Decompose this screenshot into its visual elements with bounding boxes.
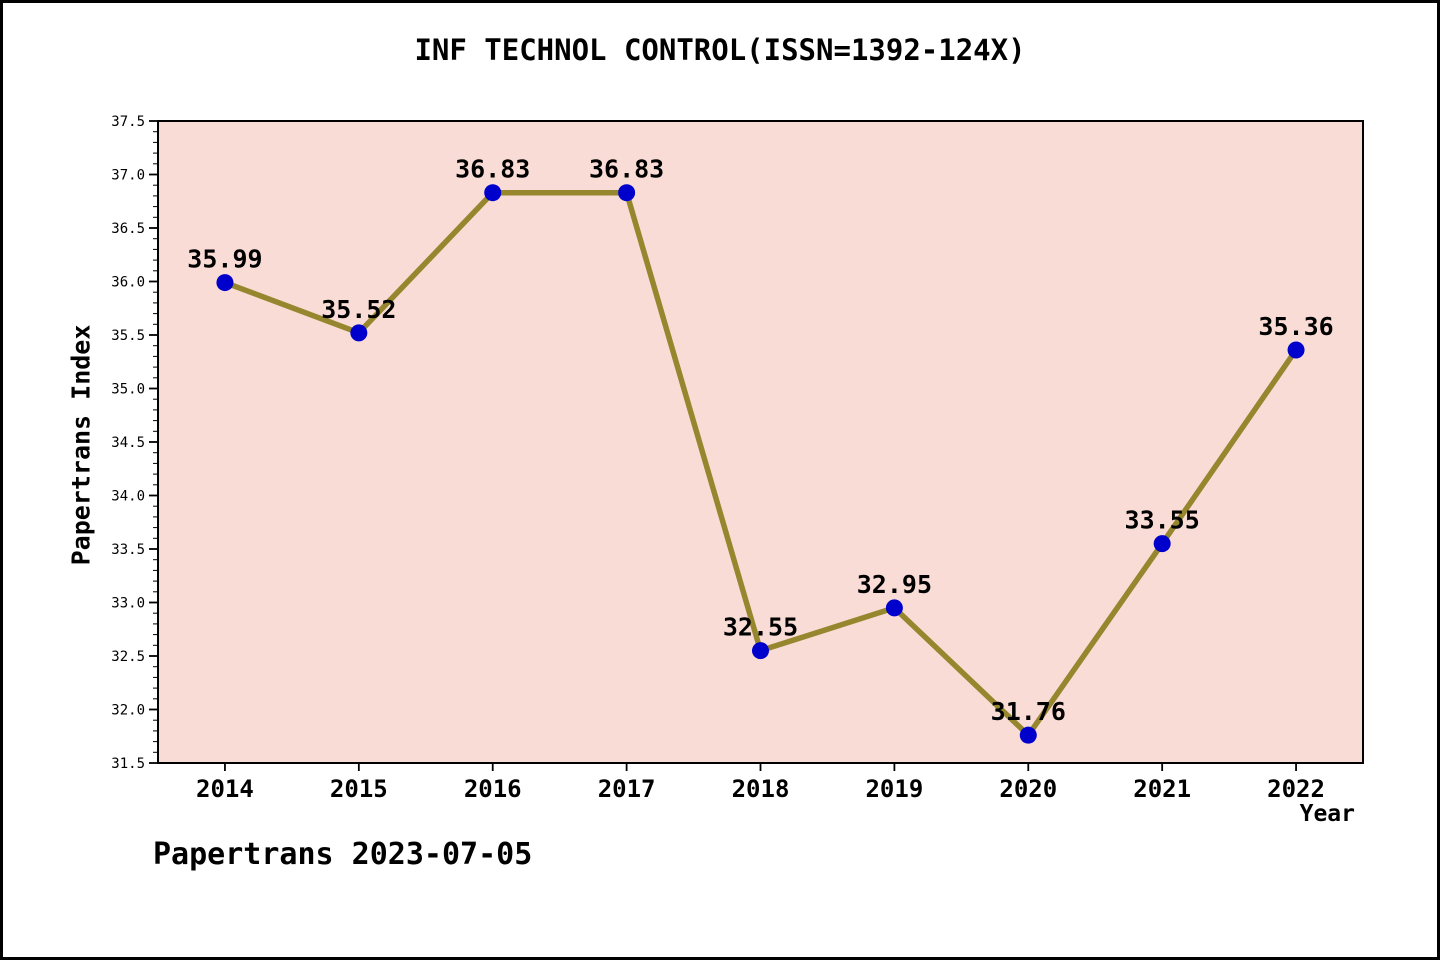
chart-title: INF TECHNOL CONTROL(ISSN=1392-124X) (414, 33, 1026, 67)
point-label: 31.76 (991, 697, 1066, 726)
data-point (885, 599, 903, 617)
x-tick-label: 2021 (1133, 775, 1191, 803)
x-tick-label: 2022 (1267, 775, 1325, 803)
data-point (1153, 535, 1171, 553)
y-tick-label: 31.5 (111, 756, 145, 772)
point-label: 33.55 (1125, 506, 1200, 535)
data-point (216, 274, 234, 292)
point-label: 36.83 (455, 155, 530, 184)
data-point (350, 324, 368, 342)
y-tick-label: 33.5 (111, 542, 145, 558)
point-label: 35.52 (321, 295, 396, 324)
plot-area (157, 120, 1364, 764)
data-point (1019, 726, 1037, 744)
data-point (1287, 341, 1305, 359)
y-tick-label: 37.0 (111, 168, 145, 184)
x-tick-label: 2020 (999, 775, 1057, 803)
y-tick-label: 35.5 (111, 328, 145, 344)
x-axis-label: Year (1299, 801, 1355, 827)
x-tick-label: 2017 (598, 775, 656, 803)
x-tick-label: 2015 (330, 775, 388, 803)
y-tick-label: 36.0 (111, 275, 145, 291)
y-tick-label: 34.5 (111, 435, 145, 451)
point-label: 35.36 (1258, 312, 1333, 341)
x-tick-label: 2014 (196, 775, 254, 803)
point-label: 35.99 (187, 245, 262, 274)
data-point (484, 184, 502, 202)
y-tick-label: 33.0 (111, 596, 145, 612)
y-tick-label: 37.5 (111, 114, 145, 130)
x-tick-label: 2018 (732, 775, 790, 803)
point-label: 32.55 (723, 613, 798, 642)
y-tick-label: 34.0 (111, 489, 145, 505)
y-tick-label: 35.0 (111, 382, 145, 398)
y-tick-label: 36.5 (111, 221, 145, 237)
point-label: 32.95 (857, 570, 932, 599)
footer-text: Papertrans 2023-07-05 (153, 837, 533, 872)
x-tick-label: 2019 (865, 775, 923, 803)
point-label: 36.83 (589, 155, 664, 184)
data-point (752, 642, 769, 660)
data-point (618, 184, 636, 202)
y-tick-label: 32.0 (111, 703, 145, 719)
x-tick-label: 2016 (464, 775, 522, 803)
y-axis-label: Papertrans Index (66, 324, 96, 566)
y-tick-label: 32.5 (111, 649, 145, 665)
line-chart: 31.5 32.0 32.5 33.0 33.5 34.0 34.5 35.0 35.5 36.0… (111, 114, 1364, 803)
